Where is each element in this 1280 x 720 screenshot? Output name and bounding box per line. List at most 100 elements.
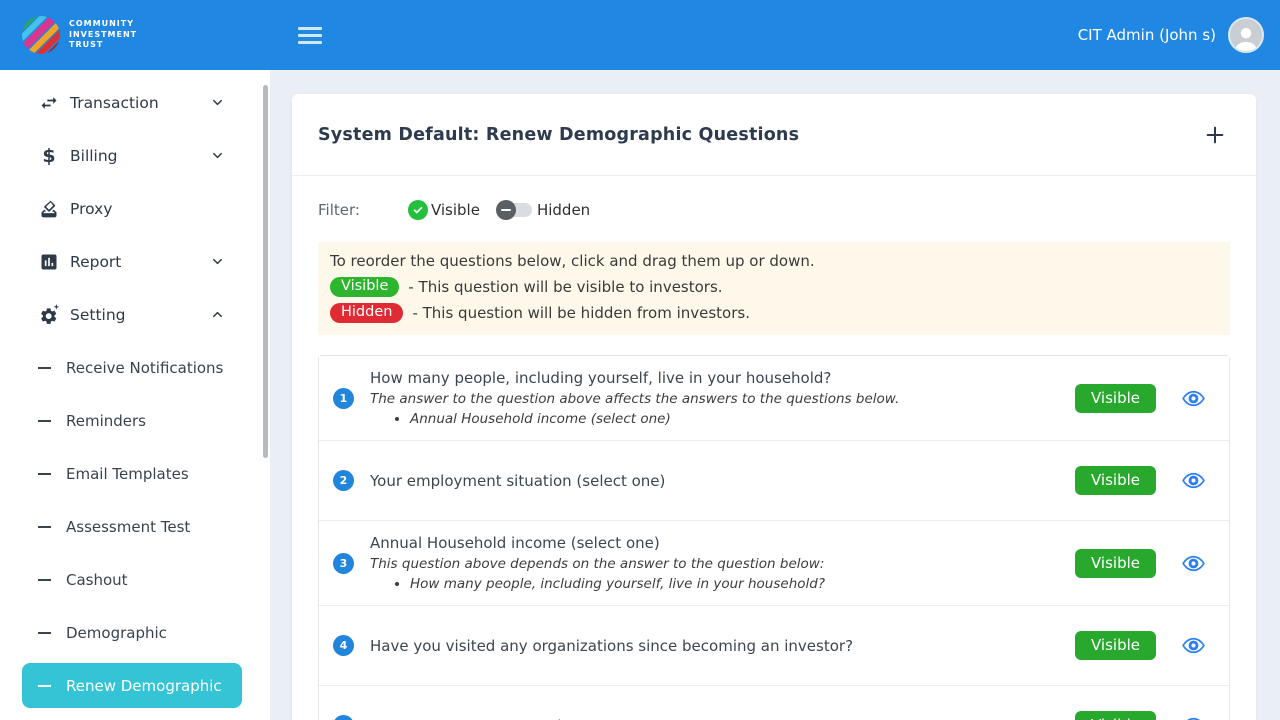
visible-status-button[interactable]: Visible xyxy=(1075,711,1156,720)
question-row-4[interactable]: 4 Have you visited any organizations sin… xyxy=(319,605,1229,685)
questions-card: System Default: Renew Demographic Questi… xyxy=(292,94,1256,720)
sidebar-subitem-email-templates[interactable]: Email Templates xyxy=(0,447,270,500)
sidebar-item-billing[interactable]: $ Billing xyxy=(0,129,270,182)
sidebar-subitem-receive-notifications[interactable]: Receive Notifications xyxy=(0,341,270,394)
dollar-icon: $ xyxy=(42,144,56,167)
visible-badge-description: - This question will be visible to inves… xyxy=(408,278,723,296)
hidden-filter-label: Hidden xyxy=(536,201,591,219)
question-number-badge: 5 xyxy=(333,715,354,720)
gear-sparkle-icon xyxy=(38,304,60,325)
question-row-5[interactable]: 5 Do you rent or own your home? Visible xyxy=(319,685,1229,720)
reorder-info-box: To reorder the questions below, click an… xyxy=(318,242,1230,335)
chevron-up-icon xyxy=(210,307,225,322)
sidebar-subitem-label: Email Templates xyxy=(66,464,189,483)
question-row-1[interactable]: 1 How many people, including yourself, l… xyxy=(319,356,1229,440)
filter-row: Filter: Visible Hidden xyxy=(318,200,1230,220)
sidebar-subitem-cashout[interactable]: Cashout xyxy=(0,553,270,606)
eye-icon[interactable] xyxy=(1182,637,1205,654)
user-menu[interactable]: CIT Admin (John s) xyxy=(1078,17,1280,53)
question-dependency: Annual Household income (select one) xyxy=(410,411,1063,427)
visible-filter-toggle[interactable] xyxy=(390,200,428,220)
visible-status-button[interactable]: Visible xyxy=(1075,466,1156,495)
brand-text: COMMUNITY INVESTMENT TRUST xyxy=(69,18,138,50)
sidebar-subitem-reminders[interactable]: Reminders xyxy=(0,394,270,447)
chevron-down-icon xyxy=(210,254,225,269)
card-body: Filter: Visible Hidden To reorder the qu… xyxy=(292,176,1256,720)
sidebar-item-label: Report xyxy=(70,252,122,271)
question-title: How many people, including yourself, liv… xyxy=(370,369,832,387)
dash-icon xyxy=(38,684,51,687)
filter-label: Filter: xyxy=(318,201,360,219)
sidebar-item-report[interactable]: Report xyxy=(0,235,270,288)
question-list: 1 How many people, including yourself, l… xyxy=(318,355,1230,720)
question-note: This question above depends on the answe… xyxy=(370,556,825,572)
dash-icon xyxy=(38,419,51,422)
hidden-badge: Hidden xyxy=(330,303,404,323)
check-icon xyxy=(407,200,428,220)
hidden-badge-description: - This question will be hidden from inve… xyxy=(412,304,750,322)
dash-icon xyxy=(38,525,51,528)
person-icon xyxy=(1235,28,1257,51)
swap-icon xyxy=(38,93,60,113)
question-title: Do you rent or own your home? xyxy=(370,717,1063,720)
dash-icon xyxy=(38,578,51,581)
page-title: System Default: Renew Demographic Questi… xyxy=(318,124,800,145)
sidebar-subitem-label: Demographic xyxy=(66,623,167,642)
dash-icon xyxy=(38,631,51,634)
question-dependency: How many people, including yourself, liv… xyxy=(410,576,1063,592)
visible-status-button[interactable]: Visible xyxy=(1075,631,1156,660)
hamburger-menu-icon[interactable] xyxy=(298,19,322,52)
sidebar-item-label: Billing xyxy=(70,146,118,165)
sidebar-item-setting[interactable]: Setting xyxy=(0,288,270,341)
sidebar-item-label: Transaction xyxy=(70,93,159,112)
avatar[interactable] xyxy=(1228,17,1264,53)
question-number-badge: 2 xyxy=(333,470,354,491)
eye-icon[interactable] xyxy=(1182,390,1205,407)
sidebar-subitem-label: Reminders xyxy=(66,411,146,430)
brand-logo-icon xyxy=(22,16,60,54)
chevron-down-icon xyxy=(210,148,225,163)
visible-status-button[interactable]: Visible xyxy=(1075,383,1156,413)
visible-badge: Visible xyxy=(330,277,400,297)
dash-icon xyxy=(38,472,51,475)
bar-chart-icon xyxy=(38,252,60,272)
question-number-badge: 3 xyxy=(333,552,354,574)
sidebar-subitem-label: Receive Notifications xyxy=(66,358,224,377)
sidebar-subitem-label: Assessment Test xyxy=(66,517,191,536)
sidebar-subitem-renew-demographic[interactable]: Renew Demographic xyxy=(22,663,242,708)
card-header: System Default: Renew Demographic Questi… xyxy=(292,94,1256,176)
question-number-badge: 4 xyxy=(333,635,354,656)
dash-icon xyxy=(38,366,51,369)
sidebar-subitem-label: Renew Demographic xyxy=(66,676,222,695)
main-content: System Default: Renew Demographic Questi… xyxy=(270,70,1280,720)
question-title: Annual Household income (select one) xyxy=(370,534,660,552)
question-note: The answer to the question above affects… xyxy=(370,391,900,407)
sidebar-subitem-label: Cashout xyxy=(66,570,128,589)
sidebar-subitem-assessment-test[interactable]: Assessment Test xyxy=(0,500,270,553)
sidebar-item-proxy[interactable]: Proxy xyxy=(0,182,270,235)
sidebar-subitem-demographic[interactable]: Demographic xyxy=(0,606,270,659)
sidebar-item-label: Setting xyxy=(70,305,126,324)
add-question-button[interactable] xyxy=(1200,120,1230,150)
reorder-instruction: To reorder the questions below, click an… xyxy=(330,252,815,270)
brand-logo[interactable]: COMMUNITY INVESTMENT TRUST xyxy=(0,16,270,54)
sidebar-scrollbar[interactable] xyxy=(263,85,268,458)
sidebar-item-transaction[interactable]: Transaction xyxy=(0,76,270,129)
vote-icon xyxy=(38,199,60,219)
question-row-3[interactable]: 3 Annual Household income (select one) T… xyxy=(319,520,1229,605)
plus-icon xyxy=(1206,126,1224,143)
chevron-down-icon xyxy=(210,95,225,110)
eye-icon[interactable] xyxy=(1182,555,1205,572)
question-number-badge: 1 xyxy=(333,387,354,409)
visible-status-button[interactable]: Visible xyxy=(1075,548,1156,578)
sidebar-item-label: Proxy xyxy=(70,199,113,218)
sidebar: Transaction $ Billing Proxy Report xyxy=(0,70,270,720)
minus-icon xyxy=(495,200,516,220)
hidden-filter-toggle[interactable] xyxy=(495,200,534,220)
eye-icon[interactable] xyxy=(1182,472,1205,489)
visible-filter-label: Visible xyxy=(430,201,480,219)
question-title: Have you visited any organizations since… xyxy=(370,636,854,655)
top-header: COMMUNITY INVESTMENT TRUST CIT Admin (Jo… xyxy=(0,0,1280,70)
user-name: CIT Admin (John s) xyxy=(1077,26,1216,44)
question-row-2[interactable]: 2 Your employment situation (select one)… xyxy=(319,440,1229,520)
